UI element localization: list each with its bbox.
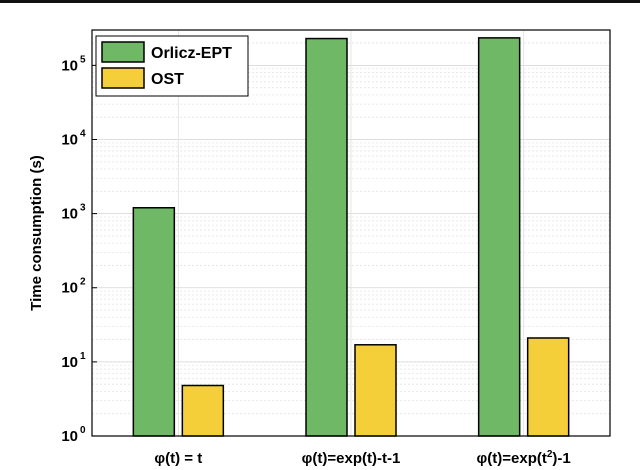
legend-swatch [101, 67, 145, 89]
y-tick-label: 10 [61, 280, 78, 297]
legend-swatch [101, 41, 145, 63]
bar-orlicz-ept-1 [132, 207, 176, 437]
legend-label: Orlicz-EPT [151, 45, 232, 62]
y-tick-label: 10 [61, 206, 78, 223]
y-tick-exponent: 3 [80, 203, 86, 214]
y-tick-label: 10 [61, 57, 78, 74]
axes-box [91, 29, 611, 437]
y-tick-exponent: 2 [80, 277, 86, 288]
y-tick-label: 10 [61, 428, 78, 445]
x-category-label: φ(t) = t [154, 450, 202, 467]
x-categories: φ(t) = t φ(t)=exp(t)-t-1 φ(t)=exp(t2)-1 [154, 449, 570, 467]
bar-ost-1 [181, 384, 225, 437]
bars [132, 37, 570, 437]
bar-ost-2 [354, 344, 397, 437]
y-tick-exponent: 5 [80, 54, 86, 65]
y-tick-label: 10 [61, 131, 78, 148]
legend: Orlicz-EPT OST [95, 35, 249, 97]
top-rule [0, 0, 640, 3]
y-tick-exponent: 4 [80, 128, 86, 139]
y-tick-label: 10 [61, 354, 78, 371]
legend-label: OST [151, 71, 184, 88]
y-axis-label: Time consumption (s) [28, 155, 45, 311]
bar-ost-3 [526, 337, 570, 437]
y-tick-exponent: 1 [80, 351, 86, 362]
bar-orlicz-ept-3 [477, 37, 521, 437]
x-category-label: φ(t)=exp(t)-t-1 [302, 450, 401, 467]
x-category-label: φ(t)=exp(t2)-1 [477, 449, 571, 467]
y-tick-exponent: 0 [80, 425, 86, 436]
bar-orlicz-ept-2 [305, 37, 348, 437]
